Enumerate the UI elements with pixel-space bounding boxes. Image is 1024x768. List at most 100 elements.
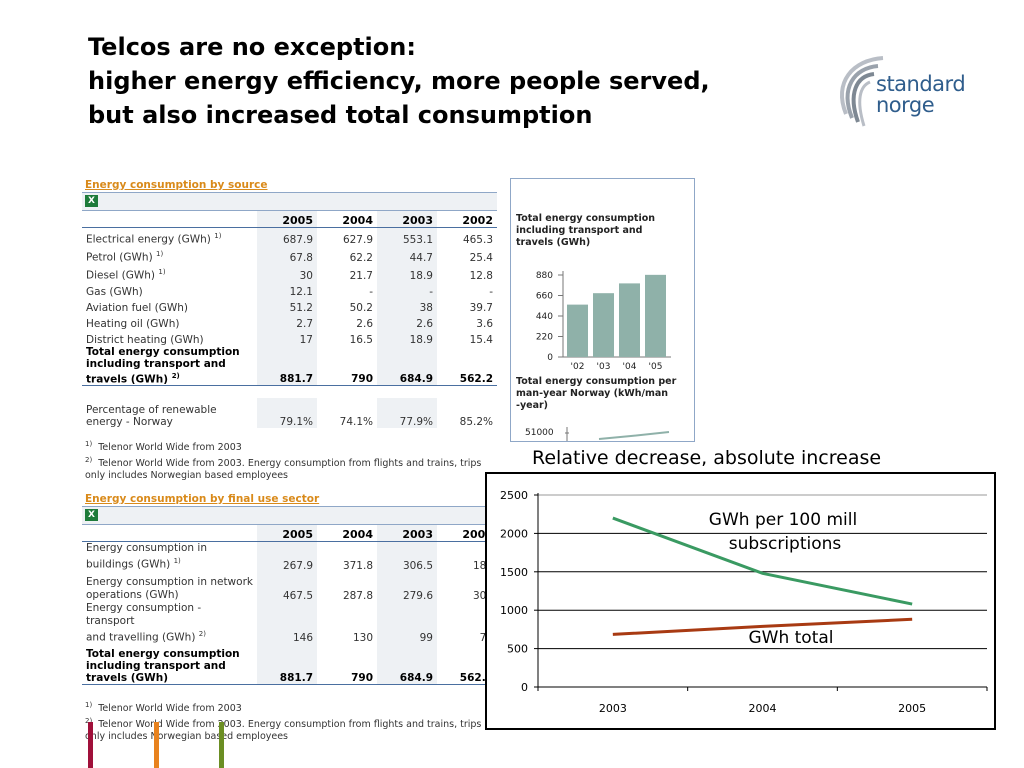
slide-title: Telcos are no exception: higher energy e… [88,30,710,132]
cell: 130 [352,632,373,644]
x-tick-label: '03 [597,362,611,369]
accent-bar-green [219,722,224,768]
x-tick-label: '02 [571,362,585,369]
series-line-1 [612,617,913,636]
cell: 687.9 [257,227,317,246]
cell: 30 [257,263,317,282]
cell: 562.2 [437,345,497,386]
excel-icon[interactable]: X [85,195,98,207]
row-label: Petrol (GWh) 1) [86,250,164,264]
total-row: Total energy consumption including transp… [82,345,497,386]
cell: 62.2 [349,251,373,264]
row-label: Total energy consumption including transp… [82,644,257,685]
cell: 16.5 [349,333,373,346]
mini-bar-chart: 0 220 440 660 880 '02 '03 '04 '05 [536,271,671,369]
y-tick-label: 2000 [500,527,528,540]
cell: 99 [377,601,437,644]
table-row: Electrical energy (GWh) 1) 687.9 627.9 5… [82,227,497,246]
cell: 467.5 [257,571,317,602]
table-row: Diesel (GWh) 1) 30 21.7 18.9 12.8 [82,263,497,282]
total-row: Total energy consumption including transp… [82,644,497,685]
cell: 18.9 [377,263,437,282]
y-tick-label: 2500 [500,489,528,502]
y-tick-label: 660 [536,292,553,302]
cell: 881.7 [257,345,317,386]
table-row: Energy consumption in network operations … [82,571,497,602]
series-label: GWh per 100 mill [709,510,857,530]
cell: 12.1 [257,281,317,298]
cell: 77.9% [377,397,437,428]
cell: 74.1% [339,415,373,428]
footnote: only includes Norwegian based employees [85,469,289,481]
accent-bar-orange [154,722,159,768]
row-label: Aviation fuel (GWh) [86,301,189,314]
bar [619,283,640,357]
y-tick-label: 500 [507,643,528,656]
row-label: Gas (GWh) [86,285,143,298]
cell: 306.5 [377,541,437,572]
series-label: subscriptions [729,534,842,554]
mini-chart-2-tick: 51000 [525,428,554,438]
cell: - [489,285,493,298]
row-label: Energy consumption in buildings (GWh) 1) [86,542,207,571]
footnote: only includes Norwegian based employees [85,730,289,742]
footnote: 1) Telenor World Wide from 2003 [85,700,242,714]
cell: 51.2 [257,297,317,314]
row-label: Total energy consumption including transp… [82,345,257,386]
chart-headline: Relative decrease, absolute increase [532,447,882,469]
header-row: 2005 2004 2003 2002 [82,525,497,542]
x-tick-label: 2005 [898,702,926,715]
table-row: Petrol (GWh) 1) 67.8 62.2 44.7 25.4 [82,245,497,264]
bar [593,293,614,357]
y-tick-label: 0 [521,681,528,694]
energy-by-source-table: Energy consumption by source X 2005 2004… [82,179,497,482]
header-row: 2005 2004 2003 2002 [82,211,497,228]
table-row: District heating (GWh) 17 16.5 18.9 15.4 [82,329,497,346]
cell: 38 [377,297,437,314]
cell: 287.8 [342,589,373,602]
table-row: Energy consumption - transport and travel… [82,601,497,644]
standard-norge-logo: standard norge [828,52,972,130]
cell: 17 [257,329,317,346]
cell: 25.4 [469,251,493,264]
cell: - [369,285,373,298]
y-tick-label: 440 [536,312,553,322]
cell: 146 [257,601,317,644]
excel-icon[interactable]: X [85,509,98,521]
cell: - [377,281,437,298]
footnote: 2) Telenor World Wide from 2003. Energy … [85,455,482,469]
main-line-chart: 0 500 1000 1500 2000 2500 2003 2004 2005 GWh per … [500,489,988,715]
cell: 684.9 [377,644,437,685]
y-tick-label: 880 [536,271,553,281]
mini-line-chart-stub [565,427,670,441]
cell: 39.7 [469,301,493,314]
row-label: Energy consumption - transport and travel… [86,601,206,644]
mini-chart-2-title: Total energy consumption per man-year No… [516,376,677,411]
cell: 67.8 [257,245,317,264]
cell: 2.6 [356,317,373,330]
title-line-2: higher energy efficiency, more people se… [88,67,710,95]
table-title-link[interactable]: Energy consumption by source [82,179,497,193]
cell: 790 [317,345,377,386]
logo-line-1: standard [876,72,966,96]
column-header: 2003 [377,525,437,542]
cell: 465.3 [462,233,493,246]
cell: 18.9 [377,329,437,346]
cell: 371.8 [342,559,373,572]
y-tick-label: 220 [536,333,553,343]
cell: 50.2 [349,301,373,314]
cell: 2.7 [257,313,317,330]
row-label: Diesel (GWh) 1) [86,268,166,282]
x-tick-label: 2004 [749,702,777,715]
table-toolbar: X [82,193,497,211]
cell: 279.6 [377,571,437,602]
sector-data-table: 2005 2004 2003 2002 Energy consumption i… [82,525,497,685]
header-label [82,525,257,542]
footnote: 1) Telenor World Wide from 2003 [85,439,242,453]
cell: 15.4 [469,333,493,346]
row-label: Heating oil (GWh) [86,317,180,330]
y-tick-label: 0 [547,353,553,363]
series-line-0 [612,516,913,606]
table-title-link[interactable]: Energy consumption by final use sector [82,493,497,507]
x-tick-label: 2003 [599,702,627,715]
